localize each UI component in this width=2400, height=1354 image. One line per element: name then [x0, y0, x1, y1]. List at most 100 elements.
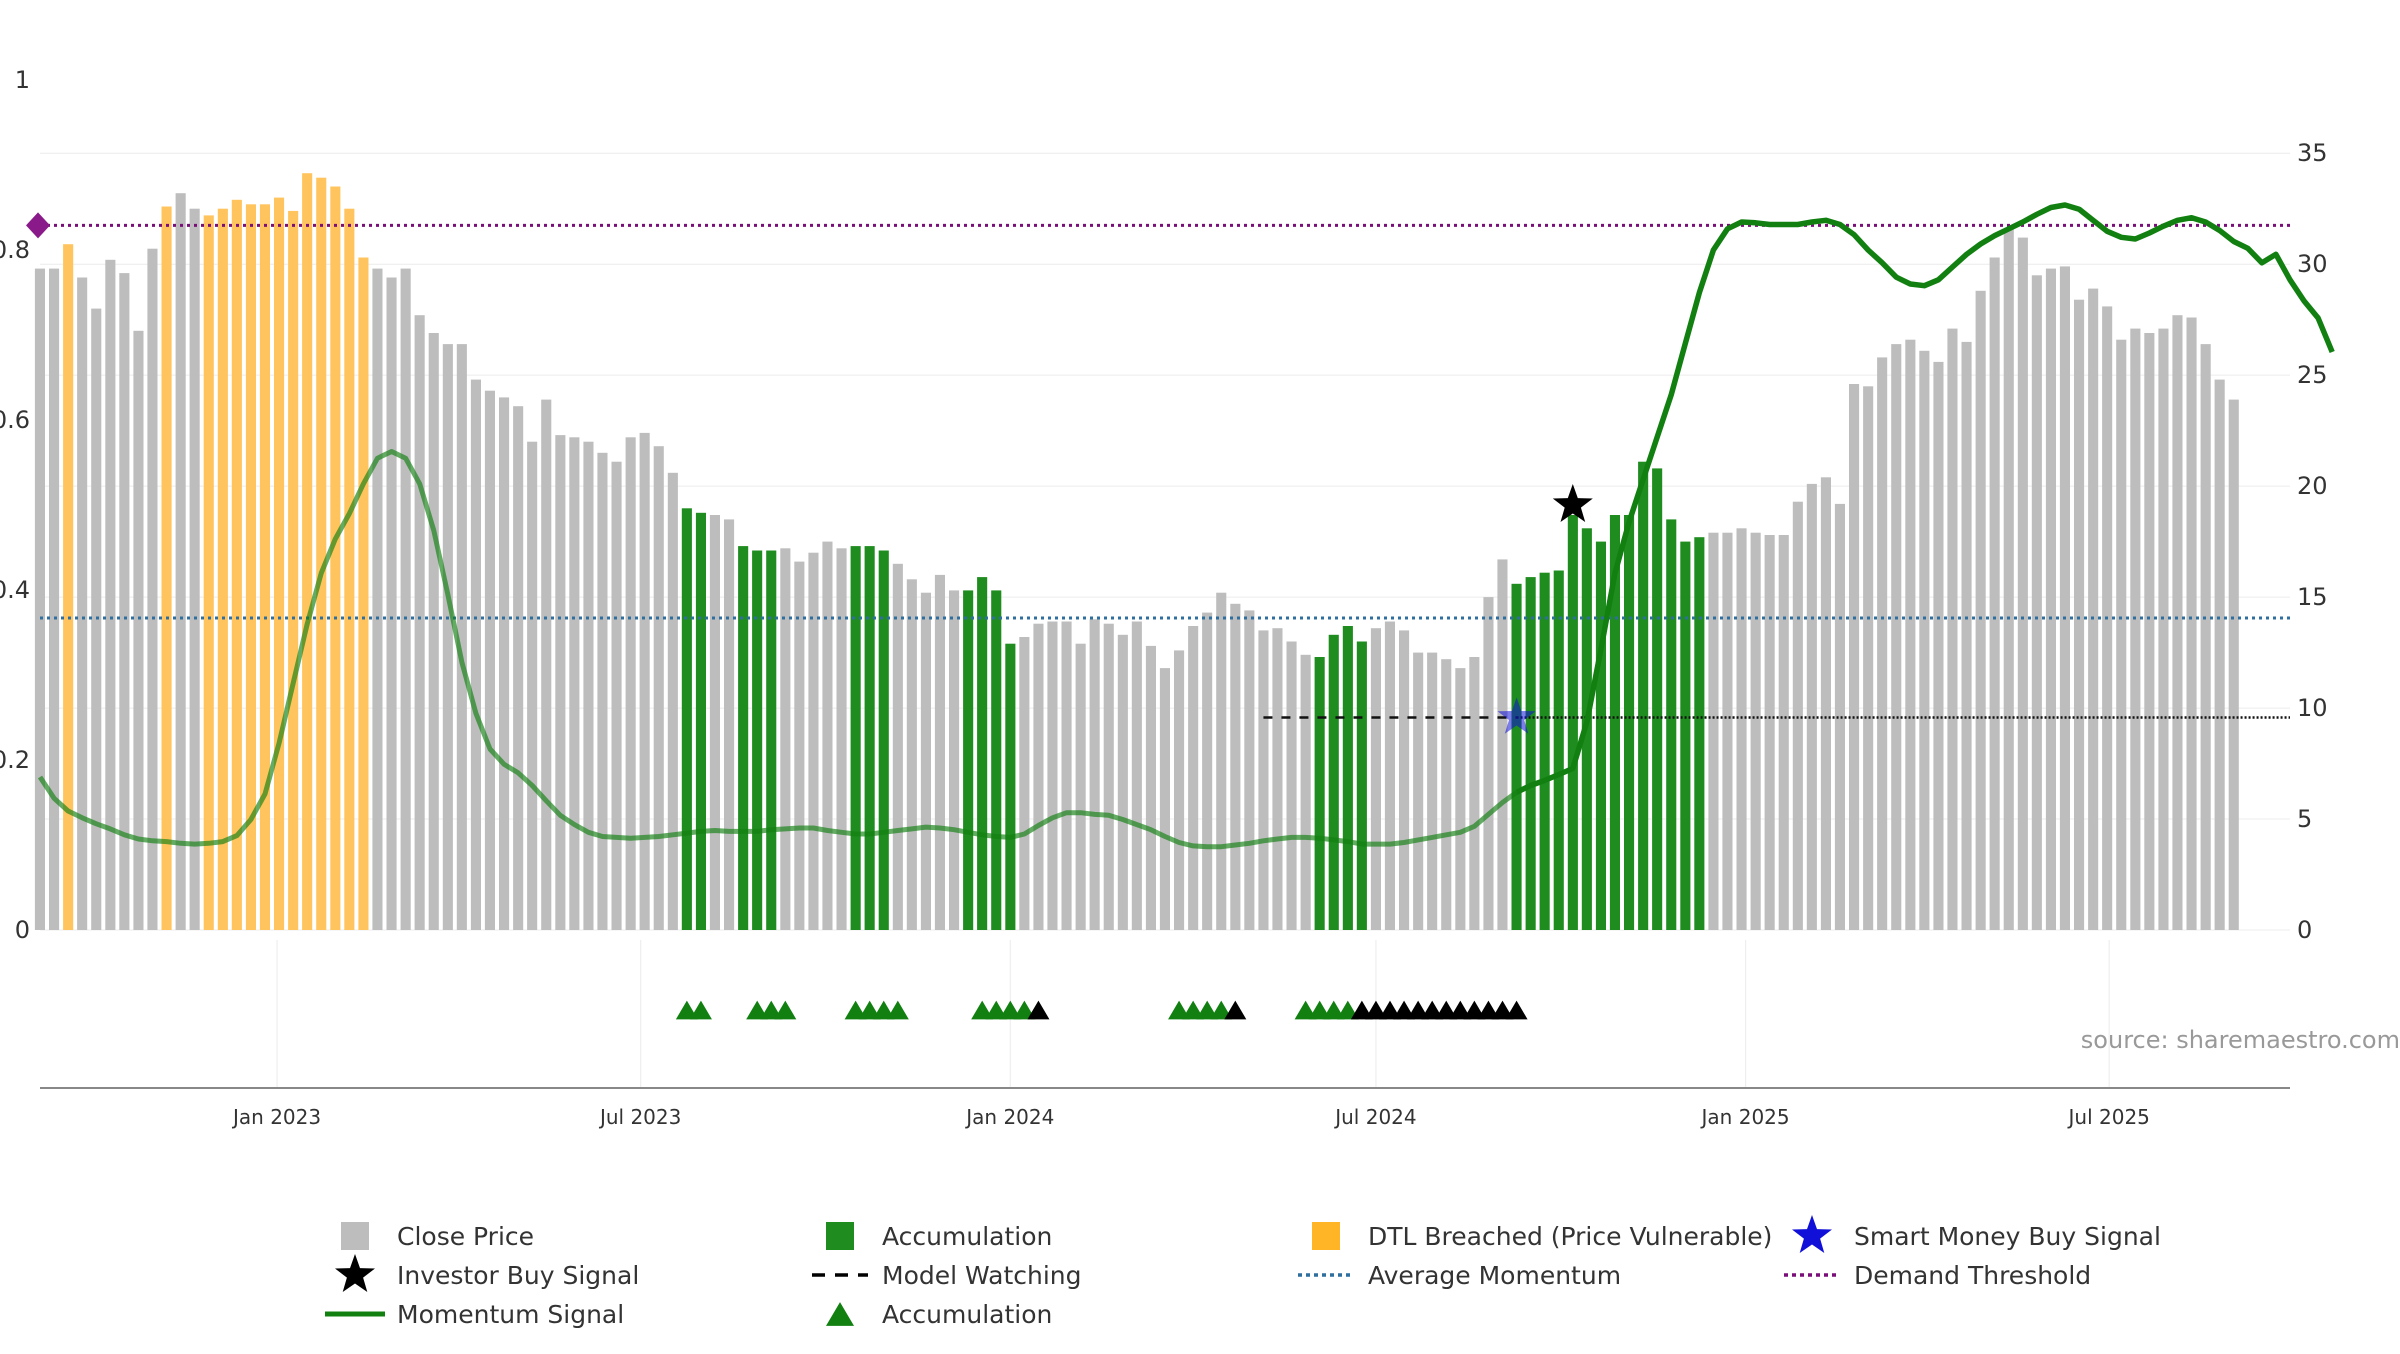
close-price-bar [1441, 659, 1452, 930]
close-price-bar [1455, 668, 1466, 930]
y-right-tick-label: 10 [2297, 694, 2328, 722]
source-label: source: sharemaestro.com [2081, 1026, 2400, 1054]
dtl-breached-bar [259, 204, 270, 931]
accumulation-bar [1694, 537, 1705, 930]
close-price-bar [1272, 628, 1283, 930]
close-price-bar [1061, 621, 1072, 930]
accumulation-bar [1609, 515, 1620, 930]
close-price-bar [1075, 643, 1086, 930]
legend-item: Close Price [341, 1222, 534, 1251]
y-right-tick-label: 25 [2297, 361, 2328, 389]
close-price-bar [1975, 290, 1986, 930]
accumulation-triangle-icon [746, 1000, 769, 1020]
x-tick-label: Jul 2023 [598, 1105, 681, 1129]
legend-item: Demand Threshold [1784, 1261, 2091, 1290]
accumulation-triangle-icon [675, 1000, 698, 1020]
close-price-bar [1905, 339, 1916, 930]
close-price-bar [1427, 652, 1438, 930]
accumulation-bar [1666, 519, 1677, 930]
accumulation-bar [1342, 626, 1353, 930]
dtl-breached-bar [344, 208, 355, 930]
accumulation-triangle-icon [1308, 1000, 1331, 1020]
legend-label: DTL Breached (Price Vulnerable) [1368, 1222, 1772, 1251]
close-price-bar [1891, 344, 1902, 931]
close-price-bar [1370, 628, 1381, 930]
legend-star-icon [1792, 1215, 1832, 1253]
close-price-bar [1849, 384, 1860, 930]
close-price-bar [1863, 386, 1874, 930]
close-price-bar [667, 472, 678, 930]
legend-label: Model Watching [882, 1261, 1082, 1290]
dtl-breached-bar [63, 244, 74, 930]
accumulation-triangle-icon [1196, 1000, 1219, 1020]
accumulation-triangle-icon [1168, 1000, 1191, 1020]
close-price-bar [1483, 597, 1494, 930]
y-right-tick-label: 30 [2297, 250, 2328, 278]
dtl-breached-bar [245, 204, 256, 931]
close-price-bar [934, 574, 945, 930]
accumulation-bar [850, 546, 861, 930]
dtl-breached-bar [203, 215, 214, 930]
close-price-bar [2158, 328, 2169, 931]
close-price-bar [189, 208, 200, 930]
investor-buy-star [1552, 484, 1593, 522]
accumulation-bar [864, 546, 875, 930]
watching-triangle-icon [1393, 1000, 1416, 1020]
close-price-bar [597, 452, 608, 930]
y-right-tick-label: 20 [2297, 472, 2328, 500]
accumulation-bar [991, 590, 1002, 930]
y-left-tick-label: 0.8 [0, 236, 30, 264]
close-price-bar [1778, 535, 1789, 930]
close-price-bar [2031, 275, 2042, 930]
close-price-bar [34, 268, 45, 931]
legend-item: Investor Buy Signal [335, 1254, 639, 1292]
close-price-bar [1919, 350, 1930, 930]
dtl-breached-bar [288, 210, 299, 930]
purple-diamond-icon [26, 212, 50, 239]
accumulation-bar [738, 546, 749, 930]
accumulation-triangle-icon [774, 1000, 797, 1020]
close-price-bar [2017, 237, 2028, 931]
accumulation-bar [1005, 643, 1016, 930]
close-price-bar [2116, 339, 2127, 930]
close-price-bar [1834, 503, 1845, 930]
close-price-bar [2186, 317, 2197, 930]
watching-triangle-icon [1421, 1000, 1444, 1020]
y-right-tick-label: 5 [2297, 805, 2312, 833]
accumulation-bar [1624, 515, 1635, 930]
close-price-bar [442, 344, 453, 931]
legend-item: Accumulation [826, 1222, 1052, 1251]
close-price-bar [1961, 341, 1972, 930]
close-price-bar [892, 563, 903, 930]
legend-item: Average Momentum [1298, 1261, 1621, 1290]
x-tick-label: Jan 2024 [964, 1105, 1054, 1129]
signal-markers [26, 212, 1593, 1020]
close-price-bar [2003, 228, 2014, 930]
watching-triangle-icon [1491, 1000, 1514, 1020]
close-price-bar [2130, 328, 2141, 931]
close-price-bar [1708, 532, 1719, 930]
legend-label: Investor Buy Signal [397, 1261, 639, 1290]
accumulation-triangle-icon [999, 1000, 1022, 1020]
legend-item: Accumulation [826, 1300, 1052, 1329]
accumulation-bar [752, 550, 763, 930]
dtl-breached-bar [316, 177, 327, 930]
accumulation-bar [1314, 657, 1325, 930]
close-price-bar [1933, 361, 1944, 930]
momentum-signal-line [37, 449, 1519, 850]
close-price-bar [2074, 299, 2085, 930]
close-price-bar [175, 193, 186, 930]
close-price-bar [2059, 266, 2070, 930]
accumulation-bar [1638, 461, 1649, 930]
watching-triangle-icon [1379, 1000, 1401, 1020]
close-price-bar [1469, 657, 1480, 930]
legend: Close Price Accumulation DTL Breached (Pri… [325, 1215, 2161, 1329]
accumulation-bar [1539, 572, 1550, 930]
close-price-bar [400, 268, 411, 931]
accumulation-bar [963, 590, 974, 930]
close-price-bar [133, 330, 144, 930]
close-price-bar [1117, 634, 1128, 930]
legend-item: Momentum Signal [325, 1300, 624, 1329]
legend-swatch [1312, 1222, 1340, 1250]
